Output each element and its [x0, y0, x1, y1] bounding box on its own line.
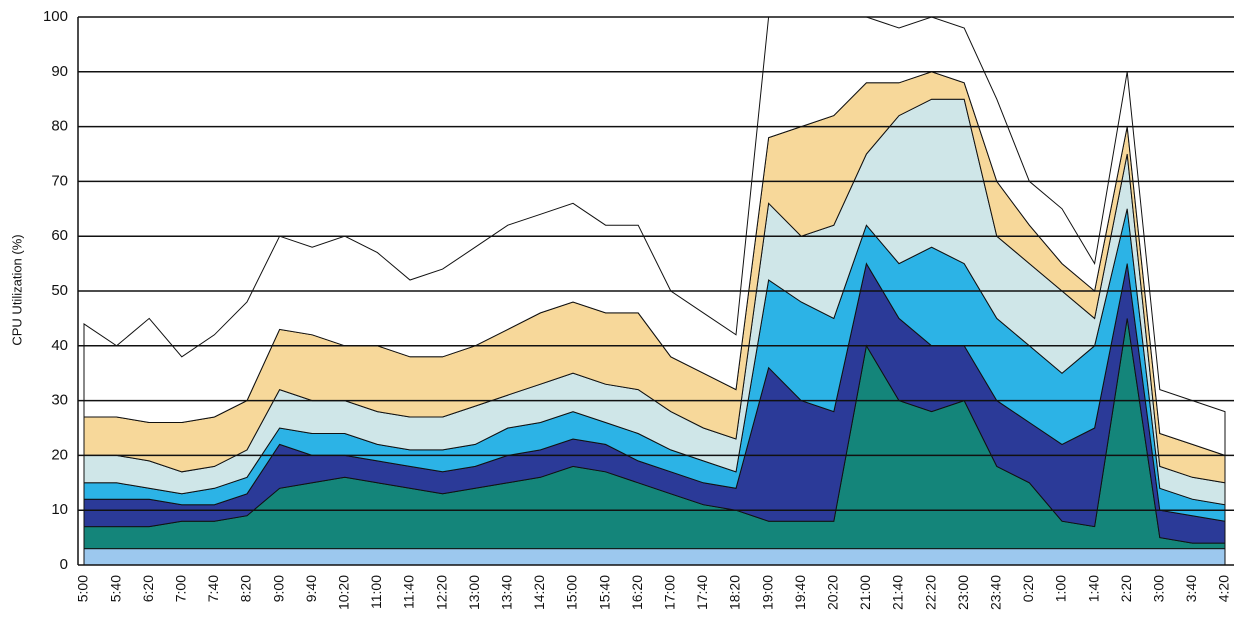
x-tick-label: 2:20	[1118, 575, 1134, 602]
x-tick-label: 15:00	[564, 575, 580, 610]
x-tick-label: 15:40	[596, 575, 612, 610]
x-tick-label: 9:00	[270, 575, 286, 602]
x-tick-label: 11:00	[368, 575, 384, 609]
x-tick-label: 23:00	[955, 575, 971, 610]
x-tick-label: 21:00	[857, 575, 873, 610]
y-tick-label: 50	[51, 282, 68, 299]
y-tick-label: 20	[51, 446, 68, 463]
x-tick-label: 4:20	[1216, 575, 1232, 602]
area-layer	[83, 548, 1226, 566]
y-tick-label: 30	[51, 392, 68, 409]
y-tick-label: 60	[51, 227, 68, 244]
x-tick-label: 16:20	[629, 575, 645, 610]
x-tick-label: 7:40	[205, 575, 221, 602]
x-tick-label: 8:20	[238, 575, 254, 602]
x-tick-label: 10:20	[336, 575, 352, 610]
y-tick-label: 10	[51, 501, 68, 518]
x-tick-label: 19:00	[759, 575, 775, 610]
x-tick-label: 3:00	[1151, 575, 1167, 602]
x-tick-label: 1:40	[1085, 575, 1101, 602]
y-tick-label: 100	[43, 8, 68, 25]
x-tick-label: 19:40	[792, 575, 808, 610]
x-tick-label: 13:00	[466, 575, 482, 610]
x-tick-label: 5:00	[75, 575, 91, 602]
y-tick-label: 80	[51, 118, 68, 135]
x-tick-label: 23:40	[988, 575, 1004, 610]
x-tick-label: 14:20	[531, 575, 547, 610]
y-tick-label: 40	[51, 337, 68, 354]
y-axis-title: CPU Utilization (%)	[9, 234, 24, 345]
x-tick-label: 1:00	[1053, 575, 1069, 602]
x-tick-label: 17:00	[662, 575, 678, 610]
x-tick-label: 6:20	[140, 575, 156, 602]
x-tick-label: 22:20	[922, 575, 938, 610]
x-tick-label: 7:00	[173, 575, 189, 602]
y-tick-label: 70	[51, 172, 68, 189]
x-tick-label: 0:20	[1020, 575, 1036, 602]
x-tick-label: 11:40	[401, 575, 417, 609]
x-tick-label: 17:40	[694, 575, 710, 610]
x-tick-label: 13:40	[499, 575, 515, 610]
x-tick-label: 9:40	[303, 575, 319, 602]
y-tick-label: 0	[60, 556, 68, 573]
x-tick-label: 12:20	[433, 575, 449, 610]
x-tick-label: 21:40	[890, 575, 906, 610]
x-tick-label: 20:20	[825, 575, 841, 610]
y-tick-label: 90	[51, 63, 68, 80]
x-tick-label: 5:40	[107, 575, 123, 602]
x-tick-label: 3:40	[1183, 575, 1199, 602]
x-tick-label: 18:20	[727, 575, 743, 610]
